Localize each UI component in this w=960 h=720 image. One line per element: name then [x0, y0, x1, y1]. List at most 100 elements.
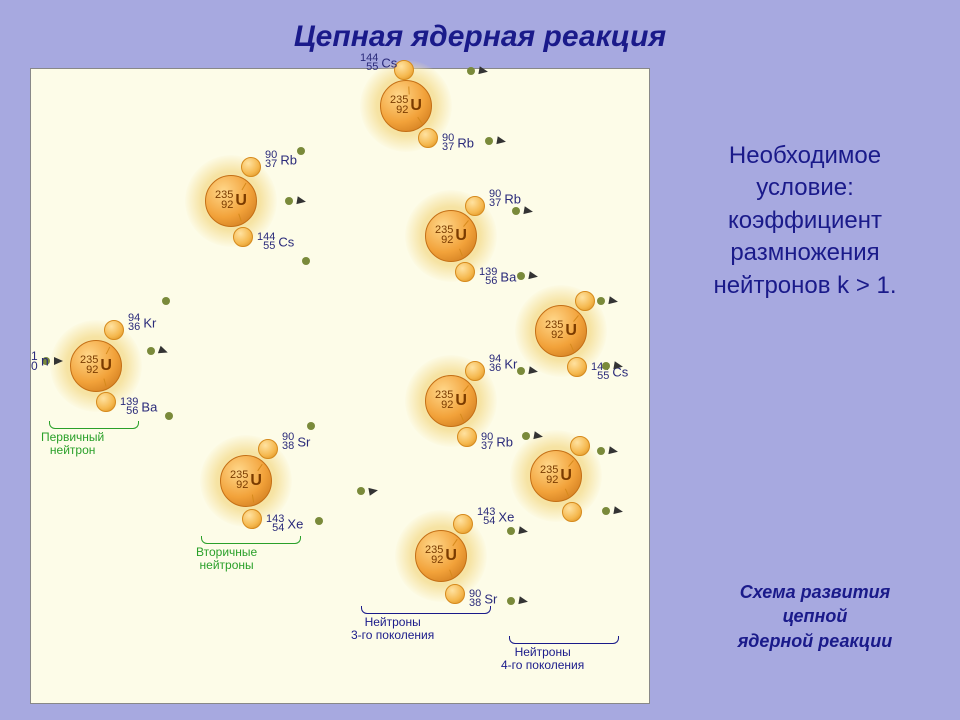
element-symbol: U — [410, 98, 422, 114]
element-symbol: U — [455, 228, 467, 244]
annotation: 10 n — [31, 351, 49, 371]
fission-fragment — [242, 509, 262, 529]
neutron-arrow — [613, 361, 623, 370]
neutron-arrow — [608, 446, 618, 455]
fission-fragment — [570, 436, 590, 456]
uranium-nucleus: 23592U — [70, 340, 122, 392]
fragment-label: 9037 Rb — [489, 190, 521, 209]
neutron — [297, 147, 305, 155]
uranium-nucleus: 23592U — [205, 175, 257, 227]
fission-fragment — [455, 262, 475, 282]
neutron — [162, 297, 170, 305]
brace — [201, 536, 301, 544]
brace — [49, 421, 139, 429]
neutron-arrow — [158, 346, 169, 357]
fission-fragment — [418, 128, 438, 148]
element-symbol: U — [455, 393, 467, 409]
atomic-number: 92 — [425, 556, 443, 566]
neutron — [165, 412, 173, 420]
neutron — [522, 432, 530, 440]
neutron — [597, 447, 605, 455]
element-symbol: U — [445, 548, 457, 564]
uranium-nucleus: 23592U — [425, 375, 477, 427]
fragment-label: 14455 Cs — [257, 233, 294, 252]
fragment-label: 9436 Kr — [128, 314, 156, 333]
neutron-arrow — [523, 206, 533, 215]
caption-line: цепной — [690, 604, 940, 628]
neutron-arrow — [528, 366, 538, 375]
atomic-number: 92 — [215, 201, 233, 211]
fission-fragment — [575, 291, 595, 311]
fission-fragment — [453, 514, 473, 534]
page-title: Цепная ядерная реакция — [0, 20, 960, 54]
atomic-number: 92 — [435, 236, 453, 246]
neutron — [485, 137, 493, 145]
neutron-arrow — [368, 486, 378, 495]
fission-fragment — [104, 320, 124, 340]
fission-fragment — [445, 584, 465, 604]
neutron-arrow — [533, 431, 543, 440]
neutron-arrow — [613, 506, 623, 515]
fragment-label: 14455 Cs — [360, 54, 397, 73]
element-symbol: U — [100, 358, 112, 374]
condition-line: размножения — [670, 237, 940, 269]
fission-fragment — [567, 357, 587, 377]
annotation: Первичныйнейтрон — [41, 431, 104, 457]
fission-fragment — [562, 502, 582, 522]
condition-line: нейтронов k > 1. — [670, 270, 940, 302]
annotation: Нейтроны3-го поколения — [351, 616, 434, 642]
atomic-number: 92 — [540, 476, 558, 486]
fragment-label: 14354 Xe — [266, 515, 303, 534]
fission-fragment — [258, 439, 278, 459]
fragment-label: 9038 Sr — [282, 433, 310, 452]
neutron-arrow — [496, 136, 506, 145]
neutron-arrow — [528, 271, 538, 280]
fission-fragment — [465, 361, 485, 381]
atomic-number: 92 — [435, 401, 453, 411]
neutron — [507, 527, 515, 535]
neutron — [147, 347, 155, 355]
neutron — [597, 297, 605, 305]
neutron — [285, 197, 293, 205]
reaction-diagram: 23592U 23592U 23592U 23592U 23592U 23592U 2359… — [30, 68, 650, 704]
fission-fragment — [465, 196, 485, 216]
fission-fragment — [241, 157, 261, 177]
neutron-arrow — [478, 66, 488, 75]
neutron-arrow — [608, 296, 618, 305]
annotation: Вторичныенейтроны — [196, 546, 257, 572]
neutron — [307, 422, 315, 430]
annotation: Нейтроны4-го поколения — [501, 646, 584, 672]
fragment-label: 13956 Ba — [120, 398, 157, 417]
element-symbol: U — [560, 468, 572, 484]
uranium-nucleus: 23592U — [220, 455, 272, 507]
neutron — [357, 487, 365, 495]
condition-text: Необходимоеусловие:коэффициентразмножени… — [670, 140, 940, 302]
neutron — [517, 367, 525, 375]
neutron-arrow — [54, 357, 63, 365]
condition-line: условие: — [670, 172, 940, 204]
neutron — [467, 67, 475, 75]
neutron — [602, 362, 610, 370]
uranium-nucleus: 23592U — [415, 530, 467, 582]
element-symbol: U — [235, 193, 247, 209]
uranium-nucleus: 23592U — [380, 80, 432, 132]
condition-line: коэффициент — [670, 205, 940, 237]
fragment-label: 9436 Kr — [489, 355, 517, 374]
caption-line: ядерной реакции — [690, 629, 940, 653]
atomic-number: 92 — [230, 481, 248, 491]
brace — [361, 606, 491, 614]
fragment-label: 14354 Xe — [477, 508, 514, 527]
fragment-label: 9037 Rb — [442, 134, 474, 153]
brace — [509, 636, 619, 644]
fission-fragment — [457, 427, 477, 447]
atomic-number: 92 — [80, 366, 98, 376]
neutron-arrow — [296, 196, 306, 205]
neutron — [512, 207, 520, 215]
fragment-label: 9037 Rb — [481, 433, 513, 452]
neutron-arrow — [518, 526, 528, 535]
neutron — [302, 257, 310, 265]
neutron — [507, 597, 515, 605]
element-symbol: U — [250, 473, 262, 489]
fragment-label: 13956 Ba — [479, 268, 516, 287]
uranium-nucleus: 23592U — [530, 450, 582, 502]
